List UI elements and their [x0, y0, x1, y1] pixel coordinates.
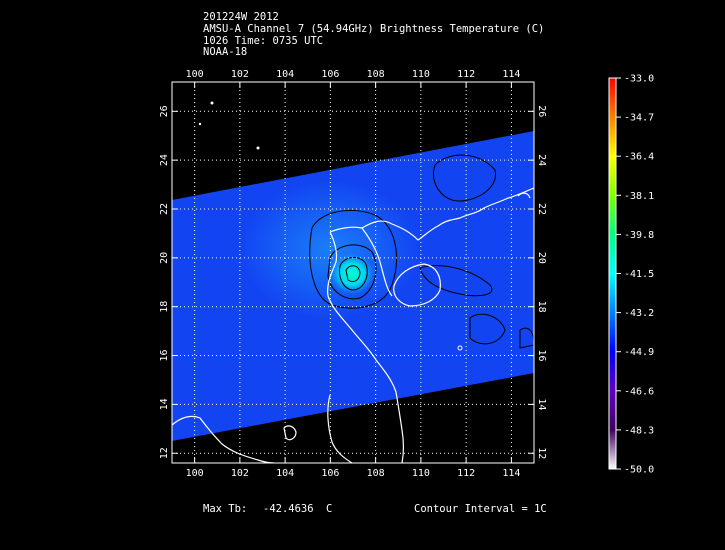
lon-label-top: 108	[367, 69, 385, 80]
title-channel: AMSU-A Channel 7 (54.94GHz) Brightness T…	[203, 23, 545, 35]
colorbar-label: -48.3	[624, 425, 654, 436]
lon-label-bottom: 110	[412, 468, 430, 479]
coastline-cambodia	[327, 394, 353, 463]
lon-label-bottom: 104	[276, 468, 294, 479]
contour-northeast	[433, 154, 496, 202]
lat-label-left: 16	[159, 350, 170, 362]
lon-label-top: 106	[321, 69, 339, 80]
lon-label-bottom: 108	[367, 468, 385, 479]
colorbar-fill	[609, 78, 616, 469]
lat-label-left: 26	[159, 105, 170, 117]
lat-label-left: 22	[159, 203, 170, 215]
lon-label-bottom: 100	[186, 468, 204, 479]
colorbar-label: -44.9	[624, 347, 654, 358]
colorbar-label: -33.0	[624, 74, 654, 85]
lat-label-right: 18	[536, 301, 547, 313]
island-dot-1	[210, 101, 214, 105]
max-tb-value: -42.4636	[263, 503, 314, 515]
lat-label-left: 12	[159, 447, 170, 459]
max-tb-unit: C	[326, 503, 333, 515]
max-tb-label: Max Tb:	[203, 503, 248, 515]
colorbar-label: -43.2	[624, 308, 654, 319]
map-frame	[171, 81, 535, 464]
coastline-vietnam	[327, 231, 405, 463]
axis-ticks: 100 100 102 102 104 104 106 106 108 108 110 110 112 1…	[159, 69, 547, 479]
colorbar-label: -50.0	[624, 465, 654, 476]
contour-lines	[309, 154, 534, 349]
island-gulf-thailand	[283, 425, 297, 441]
lon-label-bottom: 112	[457, 468, 475, 479]
contour-east	[419, 265, 493, 297]
contour-mid	[327, 244, 377, 300]
title-satellite: NOAA-18	[203, 46, 248, 58]
lat-label-right: 26	[536, 105, 547, 117]
coastline-china-south	[329, 187, 534, 241]
island-dot-3	[256, 146, 260, 150]
lat-label-right: 24	[536, 154, 547, 166]
lon-label-top: 104	[276, 69, 294, 80]
lat-label-right: 22	[536, 203, 547, 215]
hainan-island	[393, 263, 441, 307]
colorbar-label: -46.6	[624, 386, 654, 397]
title-time: 1026 Time: 0735 UTC	[203, 35, 324, 47]
lon-label-bottom: 102	[231, 468, 249, 479]
lat-label-left: 24	[159, 154, 170, 166]
contour-south	[519, 327, 534, 349]
colorbar-label: -36.4	[624, 152, 654, 163]
colorbar-label: -34.7	[624, 113, 654, 124]
colorbar-label: -41.5	[624, 269, 654, 280]
colorbar-label: -38.1	[624, 191, 654, 202]
coastline	[172, 187, 534, 463]
island-dot-2	[198, 122, 202, 126]
lat-label-right: 16	[536, 350, 547, 362]
lat-label-right: 20	[536, 252, 547, 264]
colorbar-labels: -33.0 -34.7 -36.4 -38.1 -39.8 -41.5 -43.2 -44.9…	[616, 74, 654, 476]
lon-label-bottom: 106	[321, 468, 339, 479]
title-storm-id: 201224W 2012	[203, 11, 279, 23]
lat-label-right: 12	[536, 447, 547, 459]
lon-label-bottom: 114	[502, 468, 520, 479]
lon-label-top: 112	[457, 69, 475, 80]
coastline-gulf-tonkin	[361, 227, 393, 297]
lon-label-top: 102	[231, 69, 249, 80]
graticule	[172, 82, 534, 463]
island-taiwan-strait	[517, 192, 531, 199]
lat-label-left: 14	[159, 398, 170, 410]
coastline-thailand	[172, 415, 275, 463]
contour-outer	[309, 209, 398, 309]
lat-label-left: 20	[159, 252, 170, 264]
lon-label-top: 110	[412, 69, 430, 80]
lon-label-top: 100	[186, 69, 204, 80]
colorbar-label: -39.8	[624, 230, 654, 241]
contour-inner-2	[345, 265, 361, 283]
contour-interval: Contour Interval = 1C	[414, 503, 547, 515]
lat-label-right: 14	[536, 398, 547, 410]
island-paracel	[457, 345, 463, 351]
lon-label-top: 114	[502, 69, 520, 80]
lat-label-left: 18	[159, 301, 170, 313]
contour-southeast	[469, 313, 506, 345]
